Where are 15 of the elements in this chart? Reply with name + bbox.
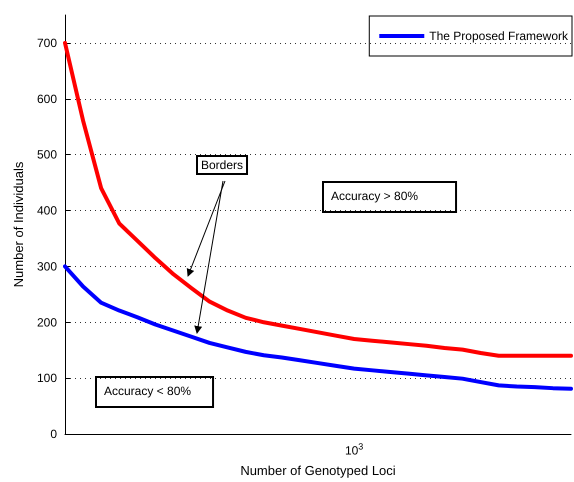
y-tick-label: 100 bbox=[36, 371, 58, 386]
y-tick-label: 300 bbox=[36, 259, 58, 274]
y-tick-label: 500 bbox=[36, 148, 58, 162]
y-tick-label: 700 bbox=[36, 36, 58, 50]
x-axis-title: Number of Genotyped Loci bbox=[240, 463, 396, 478]
annotation: Borders bbox=[201, 158, 244, 172]
y-tick-label: 0 bbox=[50, 427, 58, 441]
legend-label: The Proposed Framework bbox=[429, 29, 569, 43]
line-series bbox=[63, 40, 573, 358]
annotation: Accuracy > 80% bbox=[331, 189, 418, 203]
y-tick-label: 400 bbox=[36, 204, 58, 218]
y-axis-title: Number of Individuals bbox=[11, 161, 26, 288]
annotation: Accuracy < 80% bbox=[104, 384, 192, 398]
y-tick-label: 200 bbox=[36, 315, 58, 330]
y-tick-label: 600 bbox=[36, 92, 58, 106]
